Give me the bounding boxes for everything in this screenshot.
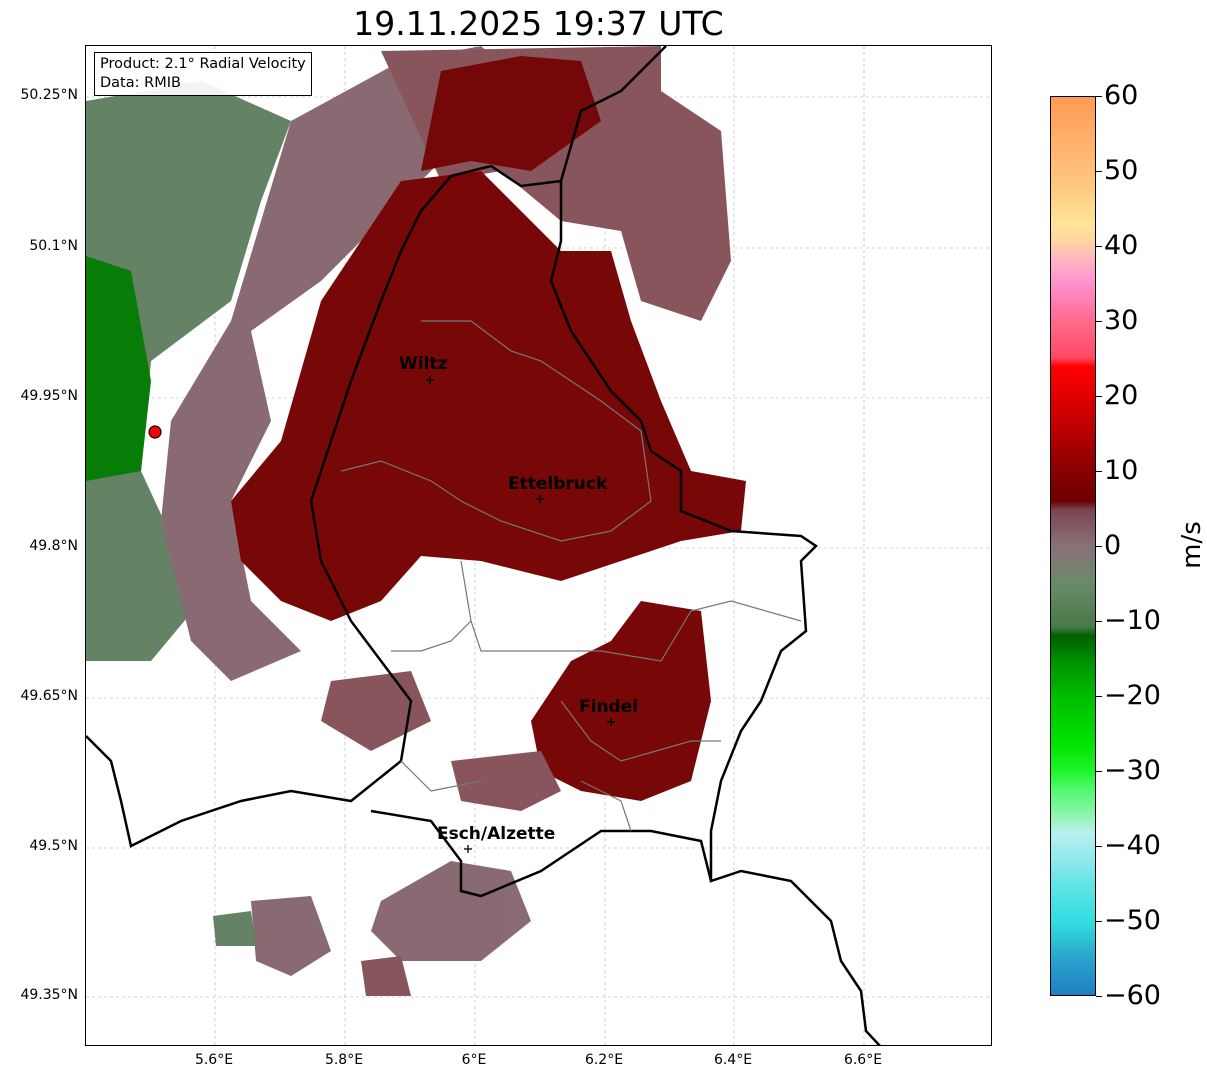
- country-borders: [86, 46, 881, 1045]
- echo-mauve-s2: [361, 956, 411, 996]
- radar-site-marker: [148, 425, 162, 439]
- echo-outbound-west: [86, 81, 291, 661]
- product-label: Product: 2.1° Radial Velocity: [100, 56, 306, 72]
- echo-mauve-sw: [251, 896, 331, 976]
- colorbar-tick: 30: [1095, 305, 1139, 336]
- lat-tick: 49.5°N: [29, 838, 78, 854]
- velocity-colorbar: [1050, 96, 1096, 996]
- product-info-box: Product: 2.1° Radial Velocity Data: RMIB: [94, 52, 312, 96]
- velocity-echoes: [86, 46, 746, 996]
- echo-inbound-findel: [531, 601, 711, 801]
- data-source-label: Data: RMIB: [100, 75, 181, 91]
- echo-mauve-esch: [451, 751, 561, 811]
- echo-inbound-north: [421, 56, 601, 171]
- lon-tick: 6°E: [461, 1052, 487, 1068]
- colorbar-tick: 20: [1095, 380, 1139, 411]
- colorbar-tick: −20: [1096, 680, 1161, 711]
- lon-tick: 6.2°E: [584, 1052, 624, 1068]
- colorbar-tick: 0: [1095, 530, 1122, 561]
- city-label-esch: Esch/Alzette: [437, 824, 555, 844]
- lon-tick: 6.4°E: [713, 1052, 753, 1068]
- lat-tick: 49.35°N: [20, 987, 78, 1003]
- colorbar-tick: −40: [1096, 830, 1161, 861]
- colorbar-tick: −50: [1096, 905, 1161, 936]
- echo-mauve-south: [371, 861, 531, 961]
- colorbar-tick: −10: [1096, 605, 1161, 636]
- colorbar-tick: 50: [1095, 155, 1139, 186]
- lat-tick: 49.95°N: [20, 388, 78, 404]
- echo-green-sw: [213, 911, 256, 946]
- colorbar-tick: 10: [1095, 455, 1139, 486]
- city-markers: [426, 376, 615, 853]
- echo-green-strong: [86, 256, 151, 481]
- figure-title: 19.11.2025 19:37 UTC: [353, 4, 724, 43]
- colorbar-tick: −60: [1096, 980, 1161, 1011]
- lat-tick: 49.65°N: [20, 688, 78, 704]
- lat-tick: 49.8°N: [29, 538, 78, 554]
- colorbar-unit-label: m/s: [1176, 521, 1207, 569]
- city-label-ettelbruck: Ettelbruck: [508, 474, 608, 494]
- lon-tick: 5.6°E: [194, 1052, 234, 1068]
- city-label-wiltz: Wiltz: [399, 354, 448, 374]
- city-label-findel: Findel: [579, 697, 638, 717]
- lat-tick: 50.25°N: [20, 87, 78, 103]
- lat-tick: 50.1°N: [29, 238, 78, 254]
- echo-mauve-west: [321, 671, 431, 751]
- canton-borders: [340, 320, 802, 832]
- colorbar-tick: 40: [1095, 230, 1139, 261]
- lon-tick: 5.8°E: [324, 1052, 364, 1068]
- lon-tick: 6.6°E: [843, 1052, 883, 1068]
- map-panel[interactable]: Wiltz Ettelbruck Findel Esch/Alzette: [85, 45, 992, 1046]
- echo-inbound-main: [231, 171, 746, 621]
- radar-map-svg: Wiltz Ettelbruck Findel Esch/Alzette: [86, 46, 991, 1045]
- colorbar-tick: 60: [1095, 80, 1139, 111]
- colorbar-tick: −30: [1096, 755, 1161, 786]
